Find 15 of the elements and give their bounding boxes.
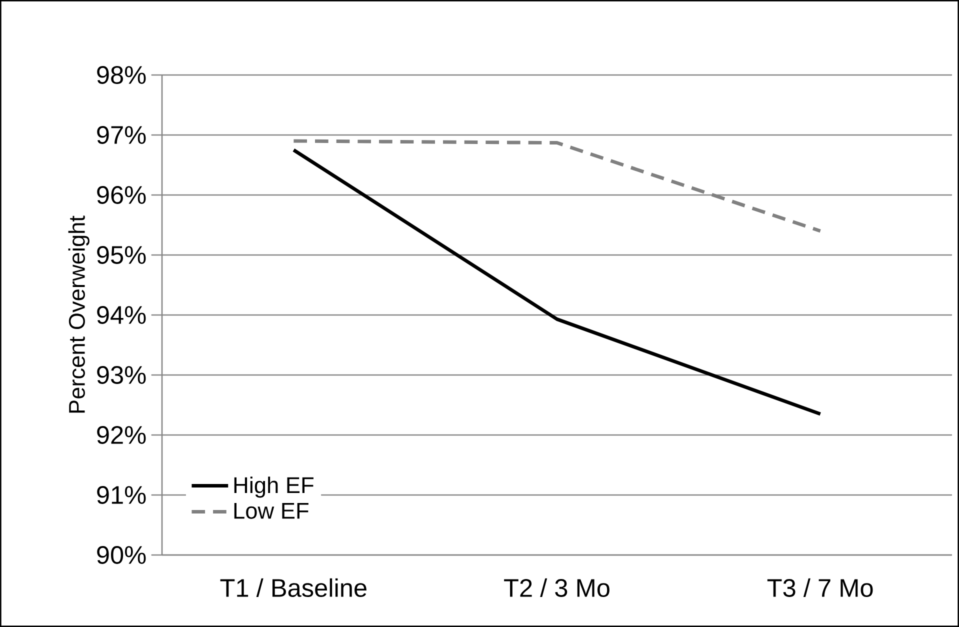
y-tick-label: 90%: [97, 546, 146, 564]
y-tick-label: 93%: [97, 366, 146, 384]
y-tick-label: 91%: [97, 486, 146, 504]
y-tick-label: 97%: [97, 126, 146, 144]
legend-label: High EF: [234, 476, 314, 498]
legend-label: Low EF: [234, 502, 308, 519]
y-tick-label: 92%: [97, 426, 146, 444]
x-tick-label: T3 / 7 Mo: [767, 578, 873, 597]
x-tick-label: T2 / 3 Mo: [504, 578, 610, 597]
y-tick-label: 95%: [97, 246, 146, 264]
y-tick-label: 94%: [97, 306, 146, 324]
x-tick-label: T1 / Baseline: [220, 578, 366, 597]
y-axis-title: Percent Overweight: [68, 216, 90, 413]
y-tick-label: 98%: [97, 66, 146, 84]
y-tick-label: 96%: [97, 186, 146, 204]
